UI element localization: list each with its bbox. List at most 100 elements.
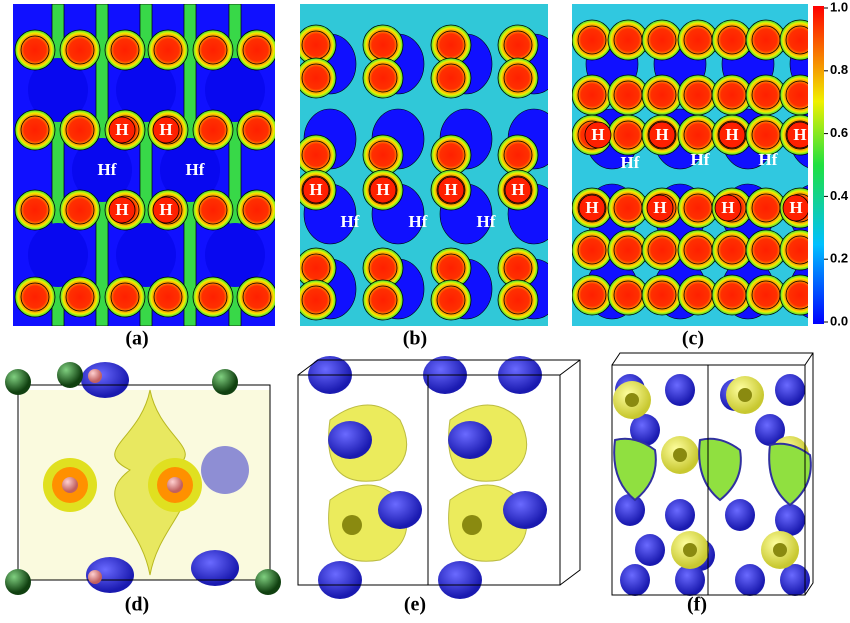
atom-label: Hf — [98, 160, 117, 179]
contour-line — [368, 140, 398, 170]
atom-label: H — [655, 125, 668, 144]
low-elf-region — [205, 58, 265, 122]
contour-line — [65, 282, 95, 312]
atom-label: Hf — [759, 150, 778, 169]
atom-label: H — [511, 180, 524, 199]
contour-line — [301, 285, 331, 315]
atom-basin — [648, 121, 676, 149]
isosurface — [378, 491, 422, 529]
contour-line — [785, 280, 808, 310]
contour-line — [20, 195, 50, 225]
contour-line — [368, 175, 398, 205]
atom-label: Hf — [691, 150, 710, 169]
contour-line — [198, 282, 228, 312]
contour-line — [110, 282, 140, 312]
isosurface — [201, 446, 249, 494]
contour-line — [785, 120, 808, 150]
low-elf-region — [116, 58, 176, 122]
isosurface — [630, 414, 660, 446]
atom — [88, 570, 102, 584]
contour-line — [20, 282, 50, 312]
atom-basin — [369, 176, 397, 204]
isosurface — [86, 557, 134, 593]
contour-map: H H H H Hf Hf — [13, 4, 275, 326]
isosurface — [725, 499, 755, 531]
contour-line — [785, 80, 808, 110]
atom-label: H — [653, 198, 666, 217]
contour-line — [436, 63, 466, 93]
contour-line — [368, 63, 398, 93]
atom-label: H — [591, 125, 604, 144]
isosurface — [81, 362, 129, 398]
atom-label: H — [115, 120, 128, 139]
atom-basin — [779, 274, 808, 316]
contour-line — [301, 175, 331, 205]
atom-label: Hf — [621, 153, 640, 172]
atom-basin — [152, 116, 180, 144]
atom-basin — [584, 121, 612, 149]
colorbar-tick-label: 0.0 — [830, 313, 848, 328]
atom-basin — [646, 194, 674, 222]
atom-label: H — [309, 180, 322, 199]
contour-line — [436, 175, 466, 205]
colorbar — [813, 6, 824, 324]
contour-line — [503, 63, 533, 93]
atom — [88, 369, 102, 383]
contour-line — [647, 280, 677, 310]
contour-line — [301, 140, 331, 170]
atom — [212, 369, 238, 395]
atom-label: H — [793, 125, 806, 144]
contour-line — [242, 115, 272, 145]
contour-map: H H H H H H H H Hf Hf Hf — [572, 4, 808, 326]
contour-line — [785, 25, 808, 55]
low-elf-region — [116, 223, 176, 287]
atom-label: Hf — [341, 212, 360, 231]
colorbar-tick-label: 0.8 — [830, 62, 848, 77]
contour-line — [436, 285, 466, 315]
atom — [773, 543, 787, 557]
contour-line — [503, 285, 533, 315]
atom — [5, 369, 31, 395]
isosurface — [448, 421, 492, 459]
atom-label: Hf — [477, 212, 496, 231]
contour-line — [65, 115, 95, 145]
atom-label: H — [115, 200, 128, 219]
cell-edge — [804, 352, 814, 366]
isosurface — [438, 561, 482, 599]
atom — [738, 388, 752, 402]
atom — [683, 543, 697, 557]
cell-edge — [297, 374, 561, 586]
atom-label: H — [444, 180, 457, 199]
atom-label: H — [585, 198, 598, 217]
atom-label: H — [159, 120, 172, 139]
atom-basin — [437, 176, 465, 204]
contour-line — [301, 63, 331, 93]
contour-line — [577, 25, 607, 55]
atom-label: H — [789, 198, 802, 217]
atom — [62, 477, 78, 493]
atom-basin — [300, 279, 337, 321]
panel-label: (f) — [687, 594, 707, 616]
atom — [462, 515, 482, 535]
isosurface — [735, 564, 765, 596]
atom-label: H — [725, 125, 738, 144]
contour-line — [503, 140, 533, 170]
contour-line — [647, 120, 677, 150]
contour-line — [242, 195, 272, 225]
contour-line — [242, 35, 272, 65]
isosurface — [191, 550, 239, 586]
contour-line — [198, 195, 228, 225]
atom-basin — [718, 121, 746, 149]
atom — [5, 569, 31, 595]
atom-label: Hf — [186, 160, 205, 179]
atom — [255, 569, 281, 595]
contour-line — [242, 282, 272, 312]
unit-cell — [17, 384, 271, 581]
isosurface — [780, 564, 810, 596]
isosurface — [613, 437, 657, 502]
contour-line — [153, 282, 183, 312]
unit-cell — [297, 359, 581, 586]
contour-line — [647, 25, 677, 55]
contour-line — [577, 280, 607, 310]
